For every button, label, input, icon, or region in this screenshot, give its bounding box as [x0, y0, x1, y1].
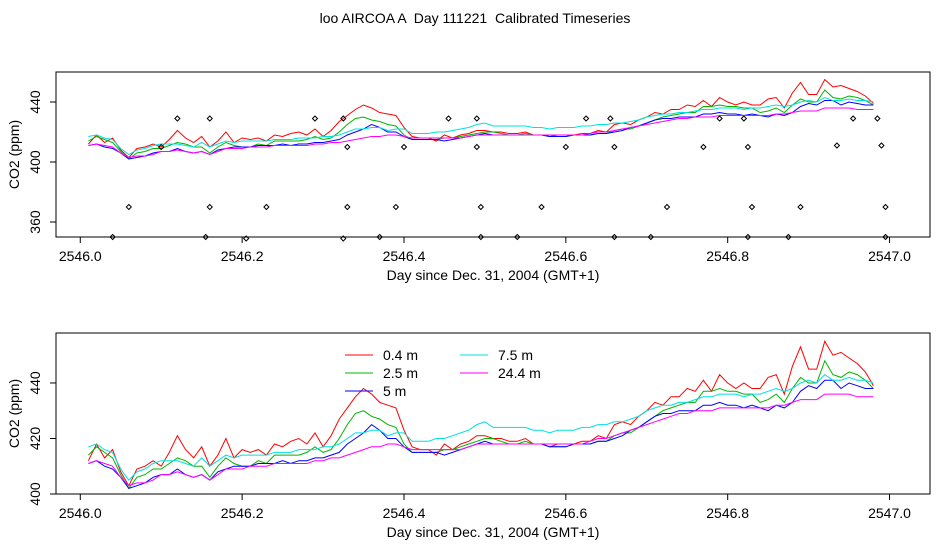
top-series-line-4 — [88, 107, 874, 159]
bottom-series-line-1 — [88, 359, 874, 490]
bottom-series-line-0 — [87, 340, 874, 487]
top-x-tick-label: 2546.2 — [221, 248, 264, 264]
top-scatter-point — [744, 233, 752, 241]
top-scatter-point — [849, 115, 857, 122]
bottom-x-tick-label: 2547.0 — [868, 505, 911, 521]
bottom-x-axis-label: Day since Dec. 31, 2004 (GMT+1) — [387, 524, 600, 540]
top-scatter-point — [477, 233, 485, 241]
top-scatter-point — [785, 233, 792, 241]
top-scatter-point — [514, 233, 521, 241]
bottom-legend-label-0: 0.4 m — [383, 347, 418, 363]
top-plot-frame — [55, 71, 931, 238]
top-scatter-point — [700, 143, 707, 151]
top-scatter-point — [878, 142, 885, 149]
top-scatter-point — [311, 115, 319, 122]
bottom-x-tick-label: 2546.8 — [706, 505, 749, 521]
top-scatter-point — [477, 203, 485, 211]
top-scatter-point — [647, 233, 655, 241]
bottom-legend-label-3: 7.5 m — [498, 347, 533, 363]
top-scatter-point — [833, 142, 841, 149]
top-x-tick-label: 2546.6 — [544, 248, 587, 264]
top-scatter-point — [538, 203, 545, 211]
top-scatter-point — [562, 143, 570, 151]
top-scatter-point — [744, 143, 752, 151]
top-scatter-point — [125, 203, 133, 211]
bottom-x-tick-label: 2546.4 — [383, 505, 426, 521]
bottom-y-tick-label: 400 — [27, 482, 43, 506]
bottom-series-line-4 — [88, 393, 874, 487]
top-y-tick-label: 360 — [27, 210, 43, 234]
top-scatter-point — [202, 233, 209, 241]
top-series-line-3 — [88, 96, 874, 156]
top-scatter-point — [392, 203, 400, 211]
top-x-axis-label: Day since Dec. 31, 2004 (GMT+1) — [387, 267, 600, 283]
top-scatter-point — [797, 203, 804, 211]
bottom-x-tick-label: 2546.6 — [544, 505, 587, 521]
top-scatter-point — [206, 203, 213, 211]
top-scatter-point — [445, 115, 452, 122]
top-scatter-point — [740, 115, 748, 122]
top-x-tick-label: 2546.4 — [383, 248, 426, 264]
top-series-line-1 — [88, 89, 874, 160]
top-x-tick-label: 2547.0 — [868, 248, 911, 264]
top-scatter-point — [882, 233, 889, 241]
top-scatter-point — [716, 115, 723, 122]
bottom-y-tick-label: 420 — [27, 427, 43, 451]
top-scatter-point — [344, 143, 351, 151]
top-x-tick-label: 2546.8 — [706, 248, 749, 264]
top-scatter-point — [157, 143, 165, 151]
top-scatter-point — [582, 115, 590, 122]
bottom-legend-label-2: 5 m — [383, 383, 406, 399]
bottom-x-tick-label: 2546.2 — [221, 505, 264, 521]
top-scatter-point — [473, 115, 481, 122]
top-scatter-point — [874, 115, 881, 122]
bottom-y-tick-label: 440 — [27, 371, 43, 395]
top-scatter-point — [663, 203, 671, 211]
top-scatter-point — [206, 115, 213, 122]
bottom-y-axis-label: CO2 (ppm) — [6, 379, 22, 448]
main-title: loo AIRCOA A Day 111221 Calibrated Times… — [319, 10, 631, 26]
bottom-series-line-3 — [88, 373, 874, 481]
top-x-tick-label: 2546.0 — [59, 248, 102, 264]
top-scatter-point — [109, 233, 116, 241]
top-scatter-point — [174, 115, 181, 122]
top-scatter-point — [400, 143, 408, 151]
bottom-x-tick-label: 2546.0 — [59, 505, 102, 521]
top-scatter-point — [340, 235, 347, 242]
top-scatter-point — [263, 203, 270, 211]
bottom-legend-label-4: 24.4 m — [498, 365, 541, 381]
top-scatter-point — [882, 203, 889, 211]
top-scatter-point — [748, 203, 756, 211]
top-scatter-point — [611, 233, 618, 241]
top-y-axis-label: CO2 (ppm) — [6, 120, 22, 189]
bottom-legend-label-1: 2.5 m — [383, 365, 418, 381]
top-scatter-point — [611, 143, 618, 151]
top-series-line-0 — [88, 78, 874, 159]
top-scatter-point — [607, 115, 614, 122]
top-y-tick-label: 440 — [27, 90, 43, 114]
bottom-plot-frame — [55, 332, 931, 495]
top-y-tick-label: 400 — [27, 150, 43, 174]
top-scatter-point — [242, 235, 250, 242]
top-scatter-point — [340, 115, 347, 122]
top-scatter-point — [344, 203, 351, 211]
top-scatter-point — [473, 143, 481, 151]
top-scatter-point — [376, 233, 383, 241]
